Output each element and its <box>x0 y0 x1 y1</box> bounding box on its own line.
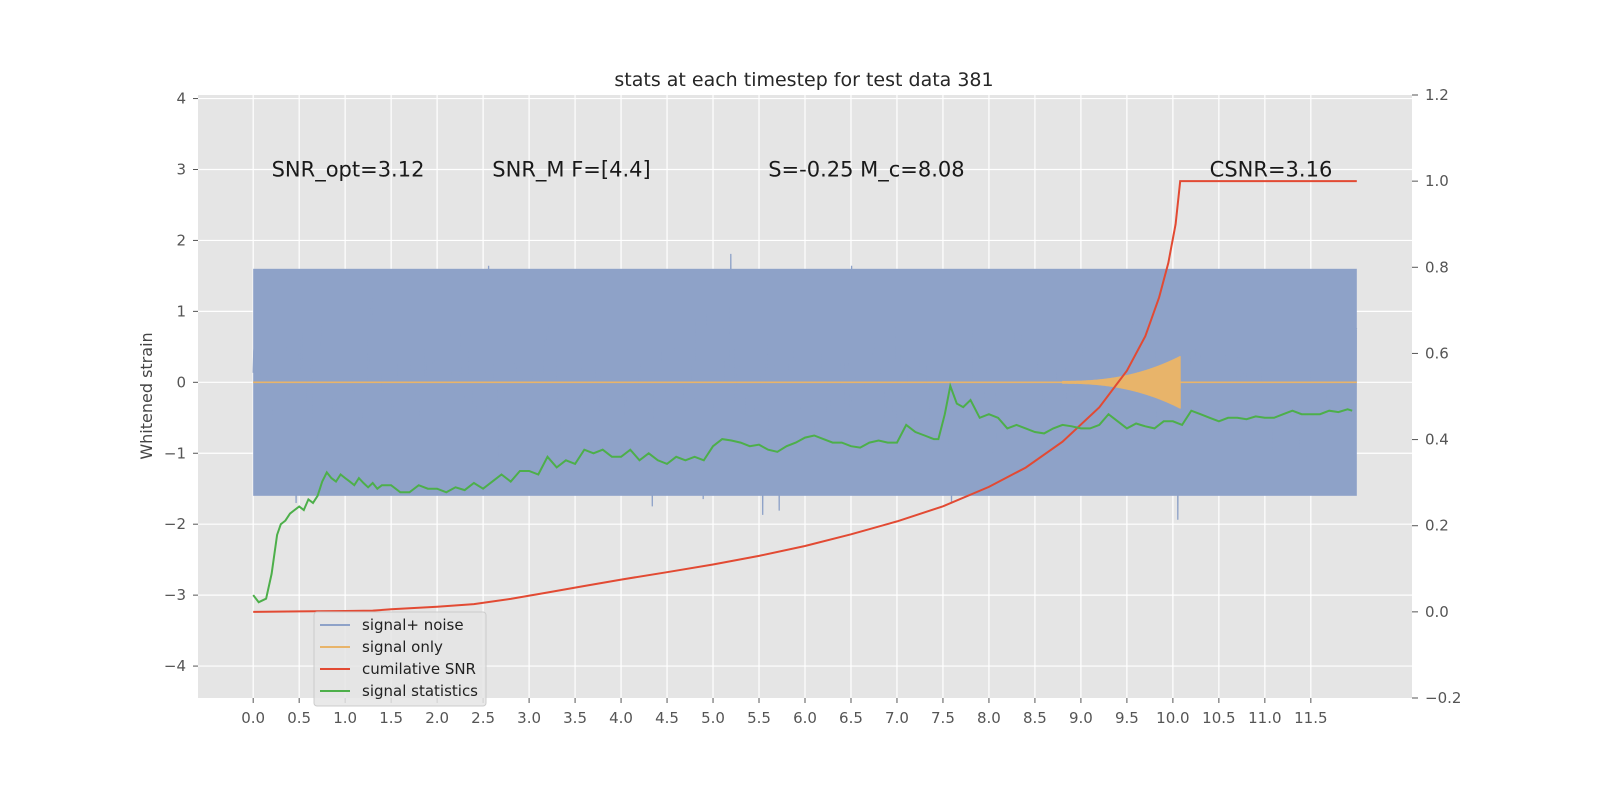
x-tick-label: 9.0 <box>1069 709 1093 727</box>
noise-trace <box>252 253 1358 520</box>
x-tick-label: 6.5 <box>839 709 863 727</box>
annotation-2: SNR_M F=[4.4] <box>492 158 650 183</box>
annotation-3: S=-0.25 M_c=8.08 <box>768 158 964 183</box>
x-tick-label: 0.5 <box>287 709 311 727</box>
legend-label: signal statistics <box>362 682 478 700</box>
x-tick-label: 2.5 <box>471 709 495 727</box>
x-tick-label: 0.0 <box>241 709 265 727</box>
legend-box <box>313 611 487 707</box>
y-axis-label: Whitened strain <box>137 332 156 459</box>
y2-tick-label: 0.8 <box>1425 258 1449 276</box>
x-tick-label: 11.0 <box>1248 709 1281 727</box>
y-tick-label: 1 <box>176 302 186 320</box>
y2-tick-label: 0.2 <box>1425 517 1449 535</box>
x-axis: 0.0 0.5 1.0 1.5 2.0 2.5 3.0 3.5 4.0 4.5 5.0 5.5 6.0 6… <box>241 698 1328 727</box>
legend-label: signal+ noise <box>362 616 464 634</box>
x-tick-label: 4.0 <box>609 709 633 727</box>
chart-annotations: SNR_opt=3.12 SNR_M F=[4.4] S=-0.25 M_c=8.0… <box>272 158 1333 183</box>
signal-only-chirp <box>1061 356 1181 409</box>
y-tick-label: 2 <box>176 231 186 249</box>
signal-noise-series <box>252 253 1358 520</box>
x-tick-label: 10.5 <box>1202 709 1235 727</box>
x-tick-label: 3.0 <box>517 709 541 727</box>
x-tick-label: 10.0 <box>1156 709 1189 727</box>
y2-tick-label: −0.2 <box>1425 689 1461 707</box>
y-tick-label: −2 <box>164 515 186 533</box>
legend: signal+ noise signal only cumilative SNR si… <box>313 611 487 707</box>
y2-tick-label: 1.2 <box>1425 86 1449 104</box>
x-tick-label: 5.5 <box>747 709 771 727</box>
x-tick-label: 5.0 <box>701 709 725 727</box>
y-tick-label: 4 <box>176 90 186 108</box>
annotation-1: SNR_opt=3.12 <box>272 158 425 183</box>
y-tick-label: −1 <box>164 444 186 462</box>
chart-title: stats at each timestep for test data 381 <box>614 69 993 91</box>
y2-tick-label: 0.4 <box>1425 431 1449 449</box>
line-series <box>252 180 1357 613</box>
y2-tick-label: 0.0 <box>1425 603 1449 621</box>
x-tick-label: 1.5 <box>379 709 403 727</box>
y-tick-label: −4 <box>164 657 186 675</box>
series-cumilative-snr <box>253 180 1357 613</box>
annotation-4: CSNR=3.16 <box>1210 158 1333 182</box>
series-signal-statistics <box>252 382 1353 604</box>
x-tick-label: 8.5 <box>1023 709 1047 727</box>
x-tick-label: 11.5 <box>1294 709 1327 727</box>
legend-label: signal only <box>362 638 443 656</box>
x-tick-label: 2.0 <box>425 709 449 727</box>
y-axis-right: −0.2 0.0 0.2 0.4 0.6 0.8 1.0 1.2 <box>1412 86 1461 707</box>
y2-tick-label: 0.6 <box>1425 344 1449 362</box>
y-tick-label: 0 <box>176 373 186 391</box>
signal-only-series <box>253 356 1357 409</box>
x-tick-label: 6.0 <box>793 709 817 727</box>
x-tick-label: 1.0 <box>333 709 357 727</box>
x-tick-label: 3.5 <box>563 709 587 727</box>
y2-tick-label: 1.0 <box>1425 172 1449 190</box>
y-tick-label: 3 <box>176 160 186 178</box>
x-tick-label: 4.5 <box>655 709 679 727</box>
legend-label: cumilative SNR <box>362 660 476 678</box>
x-tick-label: 9.5 <box>1115 709 1139 727</box>
x-tick-label: 7.0 <box>885 709 909 727</box>
y-tick-label: −3 <box>164 586 186 604</box>
y-axis-left: −4 −3 −2 −1 0 1 2 3 4 <box>164 90 198 675</box>
x-tick-label: 7.5 <box>931 709 955 727</box>
x-tick-label: 8.0 <box>977 709 1001 727</box>
